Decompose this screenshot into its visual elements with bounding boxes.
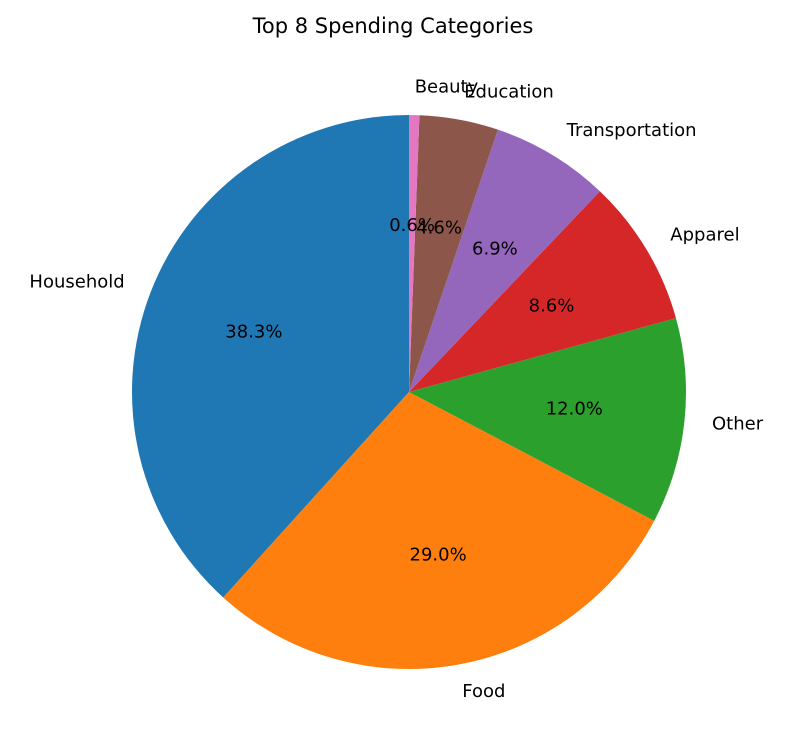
percent-label-transportation: 6.9% — [472, 239, 518, 260]
slice-label-other: Other — [712, 414, 764, 435]
pie-slice-education — [409, 115, 498, 392]
pie-slice-transportation — [409, 129, 600, 392]
slice-labels: Household Food Other Apparel Transportation E… — [29, 76, 763, 702]
slice-label-apparel: Apparel — [670, 224, 739, 245]
percent-label-food: 29.0% — [410, 545, 467, 566]
pie-slice-beauty — [409, 115, 420, 392]
percent-label-beauty: 0.6% — [389, 215, 435, 236]
percent-label-education: 4.6% — [416, 218, 462, 239]
percent-label-apparel: 8.6% — [529, 296, 575, 317]
percent-label-household: 38.3% — [225, 321, 282, 342]
pie-slice-apparel — [409, 191, 676, 392]
percent-label-other: 12.0% — [546, 399, 603, 420]
slice-label-food: Food — [462, 681, 505, 702]
percent-labels: 38.3% 29.0% 12.0% 8.6% 6.9% 4.6%0.6% — [225, 215, 603, 566]
chart-title: Top 8 Spending Categories — [252, 14, 534, 38]
pie-slice-food — [223, 392, 655, 669]
slice-label-beauty: Beauty — [415, 76, 479, 97]
pie-slice-other — [409, 318, 686, 521]
pie-slice-household — [132, 115, 409, 598]
pie-slices — [132, 115, 686, 669]
slice-label-household: Household — [29, 272, 124, 293]
slice-label-education: Education — [464, 81, 554, 102]
slice-label-transportation: Transportation — [566, 120, 697, 141]
